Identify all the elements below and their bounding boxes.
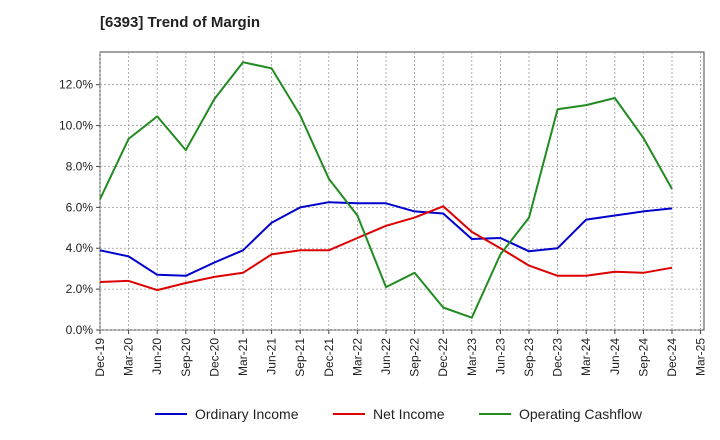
y-tick-label: 6.0% — [66, 200, 94, 214]
legend-label: Operating Cashflow — [519, 406, 643, 422]
series-lines — [99, 61, 673, 319]
x-tick-label: Mar-23 — [465, 338, 479, 376]
y-tick-label: 8.0% — [66, 159, 94, 173]
y-axis: 0.0% 2.0% 4.0% 6.0% 8.0% 10.0% 12.0% — [59, 78, 100, 337]
x-axis: Dec-19 Mar-20 Jun-20 Sep-20 Dec-20 Mar-21 Jun-… — [93, 330, 708, 377]
x-tick-label: Dec-23 — [551, 338, 565, 377]
x-tick-label: Sep-23 — [522, 338, 536, 377]
y-tick-label: 10.0% — [59, 119, 93, 133]
x-tick-label: Dec-20 — [207, 338, 221, 377]
x-tick-label: Dec-24 — [665, 338, 679, 377]
legend: Ordinary Income Net Income Operating Cashf… — [155, 406, 643, 422]
x-tick-label: Sep-24 — [636, 338, 650, 377]
plot-frame — [99, 51, 705, 331]
series-line-net-income — [99, 205, 673, 292]
series-line-ordinary-income — [99, 201, 673, 277]
x-tick-label: Mar-22 — [350, 338, 364, 376]
x-tick-label: Jun-23 — [493, 338, 507, 375]
x-tick-label: Dec-19 — [93, 338, 107, 377]
legend-label: Net Income — [373, 406, 445, 422]
x-tick-label: Mar-24 — [579, 338, 593, 376]
y-tick-label: 12.0% — [59, 78, 93, 92]
y-tick-label: 0.0% — [66, 323, 94, 337]
x-tick-label: Mar-20 — [122, 338, 136, 376]
x-tick-label: Sep-20 — [179, 338, 193, 377]
y-tick-label: 4.0% — [66, 241, 94, 255]
x-tick-label: Jun-21 — [265, 338, 279, 375]
x-tick-label: Mar-21 — [236, 338, 250, 376]
x-tick-label: Mar-25 — [694, 338, 708, 376]
y-tick-label: 2.0% — [66, 282, 94, 296]
x-tick-label: Jun-20 — [150, 338, 164, 375]
legend-label: Ordinary Income — [195, 406, 299, 422]
x-tick-label: Jun-24 — [608, 338, 622, 375]
x-tick-label: Sep-22 — [408, 338, 422, 377]
x-tick-label: Sep-21 — [293, 338, 307, 377]
x-tick-label: Dec-21 — [322, 338, 336, 377]
chart-title: [6393] Trend of Margin — [100, 14, 261, 31]
x-tick-label: Jun-22 — [379, 338, 393, 375]
series-line-operating-cashflow — [99, 61, 673, 319]
x-tick-label: Dec-22 — [436, 338, 450, 377]
